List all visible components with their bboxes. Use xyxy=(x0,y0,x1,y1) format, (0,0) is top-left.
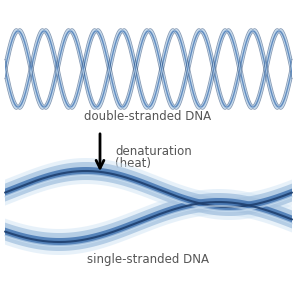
Polygon shape xyxy=(31,29,58,80)
Text: denaturation: denaturation xyxy=(115,144,192,158)
Polygon shape xyxy=(291,58,292,75)
Polygon shape xyxy=(187,29,214,82)
Polygon shape xyxy=(83,29,110,80)
Polygon shape xyxy=(5,61,31,108)
Polygon shape xyxy=(187,30,214,78)
Polygon shape xyxy=(213,29,239,82)
Polygon shape xyxy=(5,30,31,77)
Polygon shape xyxy=(109,61,135,108)
Polygon shape xyxy=(239,31,266,76)
Polygon shape xyxy=(265,31,291,77)
Polygon shape xyxy=(5,29,31,81)
Polygon shape xyxy=(161,30,187,78)
Polygon shape xyxy=(213,62,239,108)
Polygon shape xyxy=(5,189,292,255)
Polygon shape xyxy=(213,31,239,76)
Polygon shape xyxy=(265,30,291,80)
Polygon shape xyxy=(265,58,291,108)
Polygon shape xyxy=(57,30,83,76)
Polygon shape xyxy=(57,58,83,109)
Polygon shape xyxy=(161,60,187,108)
Polygon shape xyxy=(57,62,83,108)
Polygon shape xyxy=(5,158,292,220)
Polygon shape xyxy=(291,66,292,77)
Polygon shape xyxy=(31,31,58,74)
Polygon shape xyxy=(135,64,162,108)
Polygon shape xyxy=(5,193,292,251)
Polygon shape xyxy=(291,61,292,72)
Polygon shape xyxy=(57,31,83,73)
Polygon shape xyxy=(83,61,110,108)
Polygon shape xyxy=(5,64,31,108)
Polygon shape xyxy=(265,61,291,108)
Polygon shape xyxy=(239,59,266,108)
Polygon shape xyxy=(213,56,239,109)
Polygon shape xyxy=(135,57,162,109)
Polygon shape xyxy=(83,30,110,77)
Text: single-stranded DNA: single-stranded DNA xyxy=(87,253,209,265)
Polygon shape xyxy=(5,162,292,216)
Polygon shape xyxy=(5,167,292,211)
Polygon shape xyxy=(187,59,214,108)
Polygon shape xyxy=(109,30,135,77)
Polygon shape xyxy=(161,57,187,109)
Polygon shape xyxy=(83,31,110,73)
Polygon shape xyxy=(161,63,187,108)
Polygon shape xyxy=(187,63,214,108)
Polygon shape xyxy=(135,30,162,78)
Polygon shape xyxy=(31,61,58,108)
Polygon shape xyxy=(109,29,135,80)
Polygon shape xyxy=(213,30,239,79)
Polygon shape xyxy=(31,30,58,77)
Polygon shape xyxy=(109,64,135,108)
Polygon shape xyxy=(135,31,162,74)
Polygon shape xyxy=(57,65,83,108)
Text: double-stranded DNA: double-stranded DNA xyxy=(84,109,211,123)
Polygon shape xyxy=(135,61,162,108)
Polygon shape xyxy=(109,31,135,74)
Polygon shape xyxy=(31,58,58,109)
Polygon shape xyxy=(135,29,162,81)
Polygon shape xyxy=(187,56,214,109)
Polygon shape xyxy=(5,31,31,74)
Polygon shape xyxy=(265,29,291,83)
Polygon shape xyxy=(239,29,266,83)
Polygon shape xyxy=(239,55,266,109)
Polygon shape xyxy=(291,59,292,84)
Polygon shape xyxy=(187,31,214,75)
Polygon shape xyxy=(57,29,83,80)
Polygon shape xyxy=(109,58,135,109)
Polygon shape xyxy=(239,62,266,108)
Text: (heat): (heat) xyxy=(115,156,151,170)
Polygon shape xyxy=(239,30,266,79)
Polygon shape xyxy=(31,64,58,108)
Polygon shape xyxy=(5,57,31,109)
Polygon shape xyxy=(161,29,187,81)
Polygon shape xyxy=(291,54,292,78)
Polygon shape xyxy=(5,198,292,246)
Polygon shape xyxy=(161,31,187,75)
Polygon shape xyxy=(83,65,110,108)
Polygon shape xyxy=(291,63,292,80)
Polygon shape xyxy=(213,59,239,108)
Polygon shape xyxy=(265,55,291,109)
Polygon shape xyxy=(83,58,110,109)
